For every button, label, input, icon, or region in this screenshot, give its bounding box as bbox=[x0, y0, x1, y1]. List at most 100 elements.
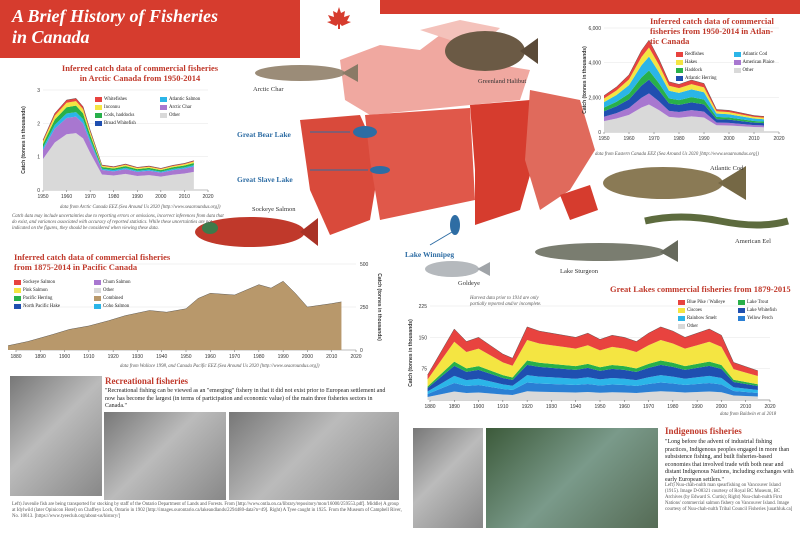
x-tick-label: 1890 bbox=[449, 404, 460, 410]
x-tick-label: 1910 bbox=[83, 354, 94, 360]
x-tick-label: 2010 bbox=[740, 404, 751, 410]
legend-item: Atlantic Herring bbox=[676, 74, 734, 82]
atlantic-legend: Redfishes Atlantic Cod Hakes American Plaic… bbox=[676, 50, 791, 82]
legend-swatch bbox=[94, 279, 101, 285]
legend-item: Arctic Char bbox=[160, 103, 225, 111]
greatlakes-chart-title: Great Lakes commercial fisheries from 18… bbox=[610, 284, 791, 294]
x-tick-label: 2020 bbox=[773, 136, 784, 142]
y-tick-label: 500 bbox=[360, 262, 369, 268]
atlantic-chart-title: Inferred catch data of commercial fisher… bbox=[650, 16, 790, 46]
area-band bbox=[604, 104, 764, 132]
y-tick-label: 2,000 bbox=[588, 95, 601, 101]
map-east bbox=[525, 90, 595, 210]
legend-swatch bbox=[676, 75, 683, 81]
area-band bbox=[604, 79, 764, 126]
series-line bbox=[427, 326, 758, 376]
lake-label-great-slave: Great Slave Lake bbox=[237, 175, 293, 184]
x-tick-label: 1890 bbox=[35, 354, 46, 360]
fish-label-lake-sturgeon: Lake Sturgeon bbox=[560, 268, 598, 275]
legend-item: Whitefishes bbox=[95, 95, 160, 103]
lake-sturgeon-image bbox=[535, 240, 678, 262]
legend-item: Pacific Herring bbox=[14, 294, 94, 302]
legend-label: Combined bbox=[103, 295, 123, 301]
legend-item: Pink Salmon bbox=[14, 286, 94, 294]
page-title-line1: A Brief History of Fisheries bbox=[12, 6, 219, 26]
map-pointer bbox=[310, 131, 453, 246]
page-title-line2: in Canada bbox=[12, 27, 90, 47]
greatlakes-chart: 1880 1890 1900 1910 1920 1930 1940 1950 1960 1970… bbox=[408, 304, 776, 410]
legend-item: American Plaice bbox=[733, 58, 792, 66]
legend-swatch bbox=[95, 104, 102, 110]
legend-label: Other bbox=[169, 112, 180, 118]
legend-item: Ciscoes bbox=[678, 306, 738, 314]
x-tick-label: 1960 bbox=[619, 404, 630, 410]
legend-swatch bbox=[94, 303, 101, 309]
y-tick-label: 6,000 bbox=[588, 26, 601, 32]
legend-item: Other bbox=[678, 322, 738, 330]
y-axis-label: Catch (tonnes in thousands) bbox=[21, 106, 27, 174]
x-tick-label: 2020 bbox=[350, 354, 361, 360]
x-tick-label: 1900 bbox=[59, 354, 70, 360]
y-tick-label: 75 bbox=[421, 367, 427, 373]
legend-swatch bbox=[160, 104, 167, 110]
y-tick-label: 0 bbox=[360, 348, 363, 354]
x-tick-label: 1920 bbox=[522, 404, 533, 410]
legend-item: Chum Salmon bbox=[94, 278, 174, 286]
legend-swatch bbox=[160, 112, 167, 118]
area-band bbox=[604, 56, 764, 122]
legend-swatch bbox=[733, 67, 741, 73]
area-band bbox=[427, 382, 758, 397]
goldeye-image bbox=[425, 261, 490, 277]
legend-label: Hakes bbox=[685, 59, 697, 65]
pacific-chart: 1880 1890 1900 1910 1920 1930 1940 1950 1960 1970… bbox=[8, 262, 382, 360]
x-tick-label: 1950 bbox=[598, 136, 609, 142]
pacific-chart-title: Inferred catch data of commercial fisher… bbox=[14, 252, 214, 272]
y-axis-label: Catch (tonnes in thousands) bbox=[408, 319, 414, 387]
map-central bbox=[470, 100, 540, 225]
x-tick-label: 1990 bbox=[278, 354, 289, 360]
recreational-body: "Recreational fishing can be viewed as a… bbox=[105, 388, 386, 409]
legend-item: Cods, haddocks bbox=[95, 111, 160, 119]
legend-label: Lake Trout bbox=[747, 299, 769, 305]
area-band bbox=[43, 133, 194, 190]
x-tick-label: 1970 bbox=[648, 136, 659, 142]
arctic-note: Catch data may include uncertainties due… bbox=[12, 214, 224, 231]
recreational-title: Recreational fisheries bbox=[105, 376, 189, 386]
legend-item: North Pacific Hake bbox=[14, 302, 94, 310]
atlantic-title-l1: Inferred catch data of commercial bbox=[650, 16, 774, 26]
legend-swatch bbox=[678, 315, 685, 321]
legend-item: Lake Whitefish bbox=[738, 306, 798, 314]
american-eel-image bbox=[644, 213, 789, 229]
legend-label: North Pacific Hake bbox=[23, 303, 61, 309]
x-tick-label: 1960 bbox=[623, 136, 634, 142]
legend-swatch bbox=[14, 295, 21, 301]
legend-item: Haddock bbox=[676, 66, 734, 74]
x-tick-label: 1990 bbox=[132, 194, 143, 200]
legend-swatch bbox=[678, 307, 685, 313]
fish-label-goldeye: Goldeye bbox=[458, 280, 481, 287]
area-band bbox=[427, 340, 758, 387]
legend-label: Arctic Char bbox=[169, 104, 192, 110]
y-axis-label: Catch (tonnes in thousands) bbox=[376, 273, 382, 341]
legend-item: Other bbox=[160, 111, 225, 119]
area-band bbox=[427, 375, 758, 394]
x-tick-label: 1950 bbox=[180, 354, 191, 360]
area-band bbox=[43, 116, 194, 177]
map-lake-winnipeg bbox=[450, 215, 460, 235]
y-axis-label: Catch (tonnes in thousands) bbox=[582, 46, 588, 114]
fish-label-sockeye-salmon: Sockeye Salmon bbox=[252, 206, 296, 213]
legend-label: Atlantic Salmon bbox=[169, 96, 201, 102]
legend-item: Rainbow Smelt bbox=[678, 314, 738, 322]
x-tick-label: 1900 bbox=[473, 404, 484, 410]
x-tick-label: 2010 bbox=[748, 136, 759, 142]
legend-label: Pink Salmon bbox=[23, 287, 48, 293]
legend-swatch bbox=[738, 299, 745, 305]
legend-item: Combined bbox=[94, 294, 174, 302]
pacific-source: data from Wallace 1998, and Canada Pacif… bbox=[120, 364, 320, 369]
legend-label: Blue Pike / Walleye bbox=[687, 299, 726, 305]
fish-label-american-eel: American Eel bbox=[735, 238, 771, 245]
legend-label: Chum Salmon bbox=[103, 279, 131, 285]
x-tick-label: 1940 bbox=[570, 404, 581, 410]
fish-label-atlantic-cod: Atlantic Cod bbox=[710, 165, 744, 172]
x-tick-label: 1970 bbox=[643, 404, 654, 410]
